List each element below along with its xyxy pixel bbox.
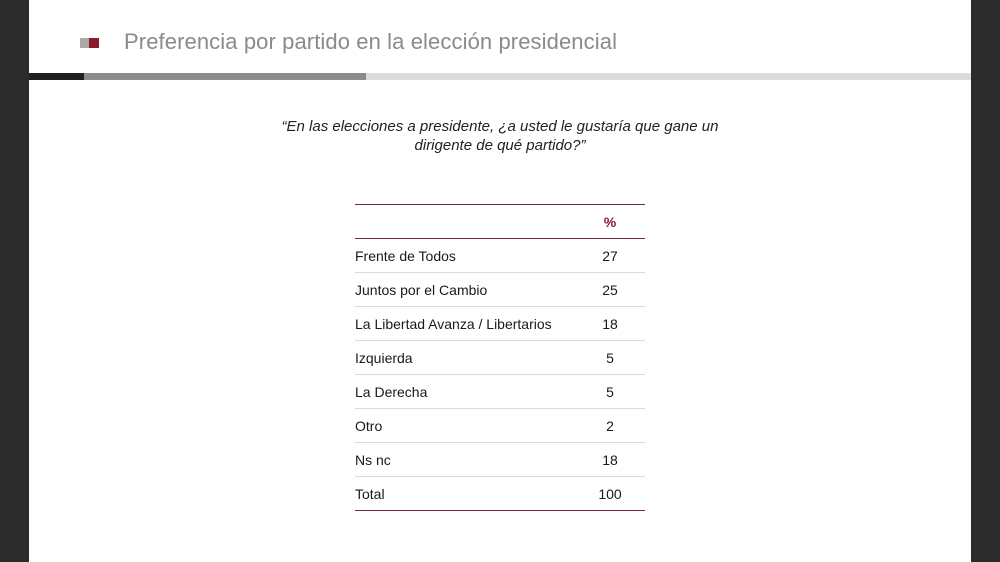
row-label: Ns nc [355,442,575,477]
row-label: Frente de Todos [355,238,575,273]
row-label: La Libertad Avanza / Libertarios [355,306,575,341]
question-line-2: dirigente de qué partido?” [414,137,586,154]
table-row: Otro 2 [355,408,645,443]
total-label: Total [355,476,575,511]
row-label: Izquierda [355,340,575,375]
total-value: 100 [575,476,645,511]
row-value: 25 [575,272,645,307]
row-value: 18 [575,442,645,477]
header-bar-dark [29,73,84,80]
slide: Preferencia por partido en la elección p… [29,0,971,562]
header-bar-mid [84,73,366,80]
row-value: 5 [575,340,645,375]
row-label: Otro [355,408,575,443]
slide-title: Preferencia por partido en la elección p… [124,29,618,54]
table-row-total: Total 100 [355,476,645,511]
header-percent: % [575,204,645,239]
row-label: La Derecha [355,374,575,409]
header-label [355,204,575,239]
row-value: 18 [575,306,645,341]
row-label: Juntos por el Cambio [355,272,575,307]
row-value: 5 [575,374,645,409]
header-bar-light [366,73,971,80]
survey-question: “En las elecciones a presidente, ¿a uste… [250,117,750,155]
table-row: La Libertad Avanza / Libertarios 18 [355,306,645,341]
row-value: 2 [575,408,645,443]
title-marker-red [89,38,99,48]
table-row: Izquierda 5 [355,340,645,375]
row-value: 27 [575,238,645,273]
table-row: Juntos por el Cambio 25 [355,272,645,307]
table-row: Frente de Todos 27 [355,238,645,273]
table-row: Ns nc 18 [355,442,645,477]
question-line-1: “En las elecciones a presidente, ¿a uste… [281,118,719,135]
results-table: % Frente de Todos 27 Juntos por el Cambi… [355,204,645,511]
title-marker-gray [80,38,89,48]
table-header-row: % [355,204,645,239]
table-row: La Derecha 5 [355,374,645,409]
